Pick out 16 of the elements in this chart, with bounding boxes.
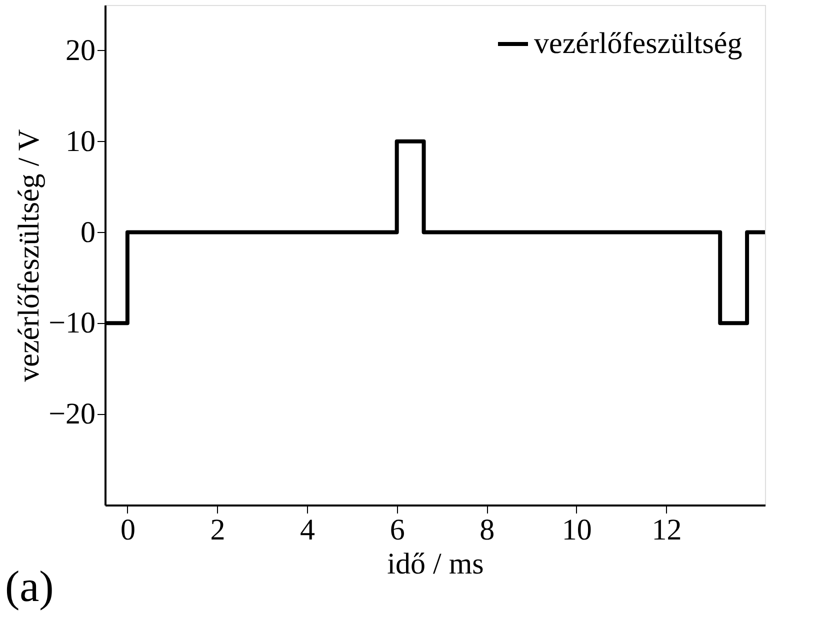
legend-label: vezérlőfeszültség [534, 27, 742, 60]
x-tick-label: 12 [652, 514, 682, 546]
x-tick-label: 6 [390, 514, 405, 546]
text: (a) [5, 562, 54, 611]
x-tick-label: 0 [120, 514, 136, 546]
y-tick-label: 0 [80, 216, 96, 249]
y-tick-label: 10 [66, 124, 96, 158]
x-axis-title: idő / ms [387, 548, 484, 580]
y-tick-label: 20 [66, 34, 96, 67]
x-tick-label: 2 [210, 514, 226, 546]
y-axis-title: vezérlőfeszültség / V [12, 128, 46, 382]
y-tick-label: −10 [48, 306, 96, 340]
y-tick-label: −20 [48, 398, 96, 431]
x-tick-label: 10 [562, 514, 592, 546]
x-tick-label: 4 [300, 514, 316, 546]
x-tick-label: 8 [480, 514, 495, 546]
